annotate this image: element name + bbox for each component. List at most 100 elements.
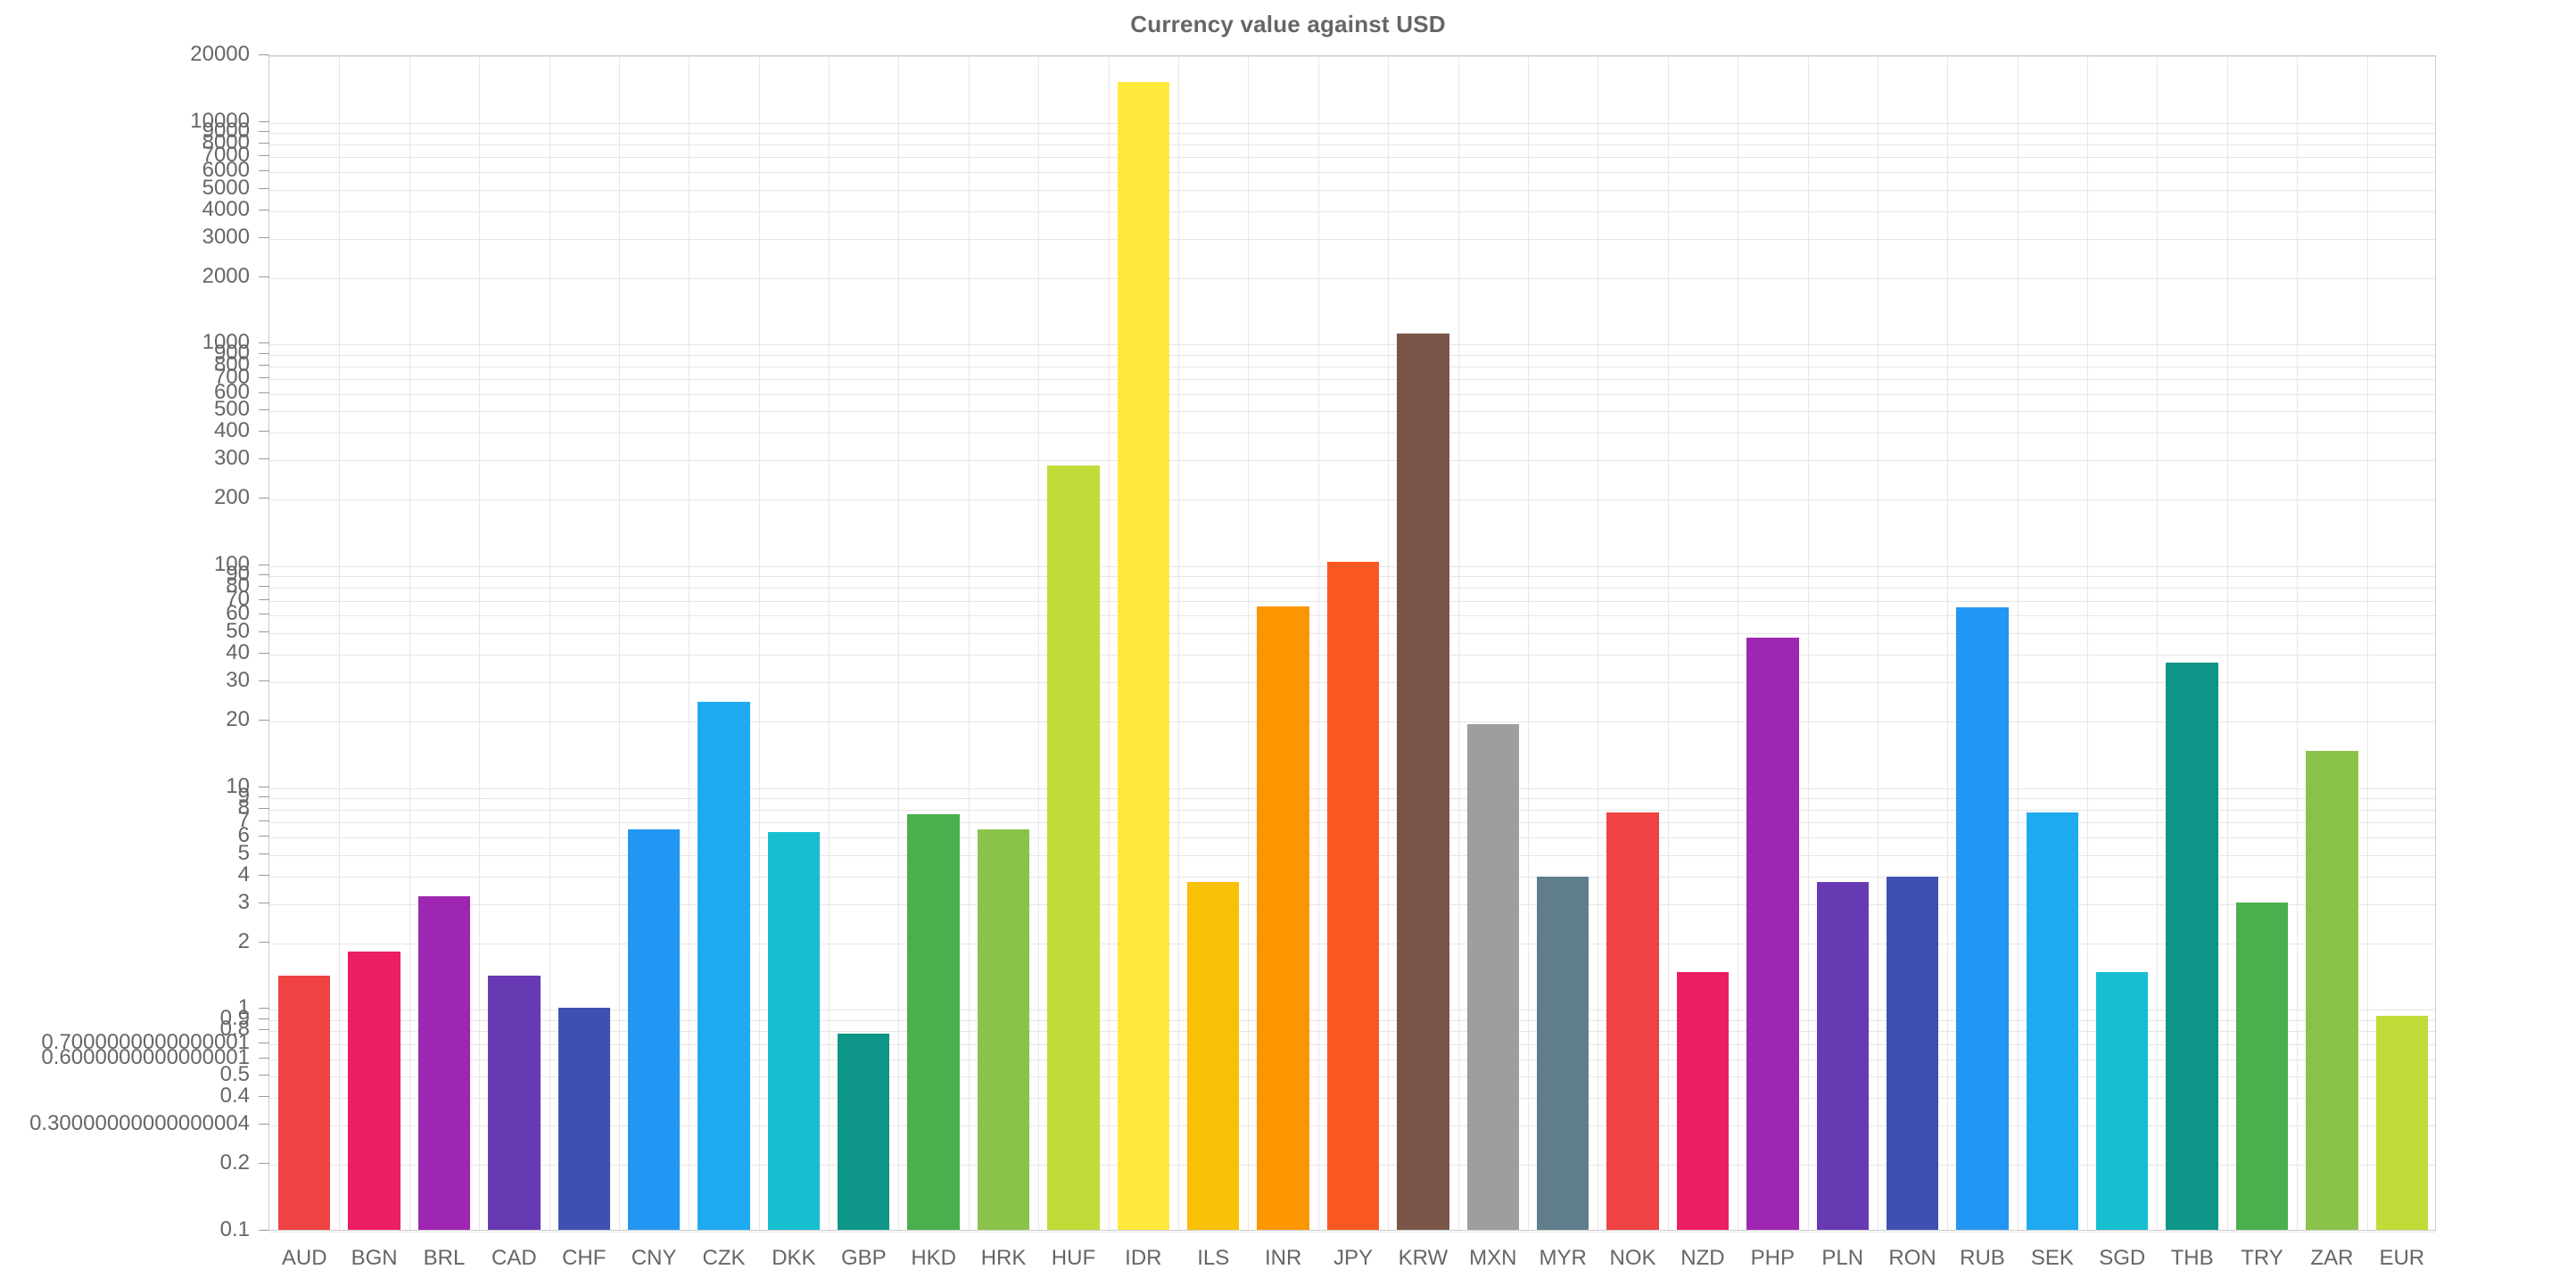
gridline-vertical	[619, 56, 620, 1230]
gridline-vertical	[759, 56, 760, 1230]
bar-TRY	[2236, 903, 2288, 1230]
y-axis-tick-label: 0.4	[220, 1085, 269, 1107]
y-axis-tick-label: 20000	[190, 44, 269, 65]
y-axis-tick-label: 100	[214, 554, 269, 575]
bar-HUF	[1047, 466, 1099, 1230]
x-axis-tick-label: MYR	[1539, 1246, 1586, 1271]
y-axis-tick-label: 0.30000000000000004	[29, 1113, 269, 1134]
x-axis-tick-label: INR	[1265, 1246, 1301, 1271]
x-axis-tick-label: KRW	[1399, 1246, 1449, 1271]
gridline-vertical	[1947, 56, 1948, 1230]
bar-JPY	[1327, 562, 1379, 1230]
x-axis-tick-label: AUD	[282, 1246, 327, 1271]
y-axis-tick-label: 400	[214, 420, 269, 441]
gridline-vertical	[339, 56, 340, 1230]
bar-AUD	[278, 976, 330, 1230]
x-axis-tick-label: CHF	[562, 1246, 606, 1271]
gridline-horizontal	[269, 355, 2435, 356]
y-axis-tick-label: 4	[238, 864, 269, 886]
x-axis-tick-label: HRK	[981, 1246, 1027, 1271]
gridline-horizontal	[269, 133, 2435, 134]
x-axis-tick-label: RON	[1888, 1246, 1936, 1271]
gridline-vertical	[2227, 56, 2228, 1230]
bar-HRK	[978, 829, 1029, 1230]
y-axis-tick-label: 1	[238, 997, 269, 1018]
gridline-vertical	[479, 56, 480, 1230]
x-axis-tick-label: SGD	[2099, 1246, 2145, 1271]
gridline-vertical	[1318, 56, 1319, 1230]
gridline-horizontal	[269, 172, 2435, 173]
bar-SEK	[2027, 812, 2078, 1230]
gridline-horizontal	[269, 411, 2435, 412]
y-axis-tick-label: 10	[226, 776, 269, 797]
bar-BRL	[418, 896, 470, 1230]
y-axis-tick-label: 1000	[202, 332, 269, 353]
gridline-vertical	[1458, 56, 1459, 1230]
bar-RON	[1887, 877, 1938, 1230]
gridline-vertical	[1038, 56, 1039, 1230]
bar-SGD	[2096, 972, 2148, 1230]
gridline-horizontal	[269, 123, 2435, 124]
gridline-vertical	[1528, 56, 1529, 1230]
gridline-vertical	[969, 56, 970, 1230]
y-axis-tick-label: 3	[238, 892, 269, 913]
gridline-horizontal	[269, 278, 2435, 279]
x-axis-tick-label: TRY	[2241, 1246, 2283, 1271]
x-axis-tick-label: BRL	[424, 1246, 466, 1271]
x-axis-tick-label: IDR	[1125, 1246, 1161, 1271]
x-axis-tick-label: CAD	[491, 1246, 537, 1271]
gridline-horizontal	[269, 344, 2435, 345]
gridline-vertical	[1388, 56, 1389, 1230]
gridline-vertical	[1668, 56, 1669, 1230]
bar-CHF	[558, 1008, 610, 1230]
x-axis-tick-label: MXN	[1469, 1246, 1516, 1271]
x-axis-tick-label: DKK	[772, 1246, 815, 1271]
chart-container: Currency value against USD 0.10.20.30000…	[0, 0, 2576, 1286]
x-axis-tick-label: HUF	[1052, 1246, 1095, 1271]
x-axis-tick-label: GBP	[841, 1246, 887, 1271]
gridline-horizontal	[269, 460, 2435, 461]
gridline-vertical	[2297, 56, 2298, 1230]
plot-area: 0.10.20.300000000000000040.40.50.6000000…	[268, 55, 2436, 1231]
x-axis-tick-label: THB	[2171, 1246, 2214, 1271]
bar-EUR	[2376, 1016, 2428, 1230]
x-axis-tick-label: NOK	[1610, 1246, 1656, 1271]
x-axis-tick-label: CNY	[632, 1246, 677, 1271]
bar-RUB	[1956, 607, 2008, 1230]
y-axis-tick-label: 10000	[190, 111, 269, 132]
y-axis-tick-label: 0.1	[220, 1219, 269, 1241]
gridline-horizontal	[269, 157, 2435, 158]
bar-ILS	[1187, 882, 1239, 1230]
y-axis-tick-label: 3000	[202, 227, 269, 248]
x-axis-tick-label: BGN	[351, 1246, 398, 1271]
bar-PHP	[1746, 638, 1798, 1230]
bar-THB	[2166, 663, 2217, 1230]
gridline-horizontal	[269, 190, 2435, 191]
x-axis-tick-label: ILS	[1197, 1246, 1229, 1271]
gridline-vertical	[1808, 56, 1809, 1230]
y-axis-tick-label: 2000	[202, 266, 269, 287]
bar-IDR	[1118, 82, 1169, 1230]
bar-GBP	[838, 1034, 889, 1230]
x-axis-tick-label: PHP	[1751, 1246, 1795, 1271]
gridline-vertical	[2087, 56, 2088, 1230]
gridline-horizontal	[269, 379, 2435, 380]
x-axis-tick-label: RUB	[1960, 1246, 2005, 1271]
x-axis-tick-label: CZK	[703, 1246, 746, 1271]
gridline-horizontal	[269, 144, 2435, 145]
gridline-horizontal	[269, 239, 2435, 240]
bar-MYR	[1537, 877, 1589, 1230]
bar-CAD	[488, 976, 540, 1230]
gridline-vertical	[1248, 56, 1249, 1230]
gridline-vertical	[549, 56, 550, 1230]
x-axis-tick-label: SEK	[2031, 1246, 2074, 1271]
gridline-vertical	[898, 56, 899, 1230]
y-axis-tick-label: 200	[214, 487, 269, 508]
gridline-horizontal	[269, 56, 2435, 57]
x-axis-tick-label: PLN	[1821, 1246, 1863, 1271]
bar-HKD	[907, 814, 959, 1230]
x-axis-tick-label: JPY	[1333, 1246, 1373, 1271]
bar-ZAR	[2306, 751, 2357, 1230]
bar-INR	[1257, 606, 1309, 1230]
bar-NOK	[1606, 812, 1658, 1230]
